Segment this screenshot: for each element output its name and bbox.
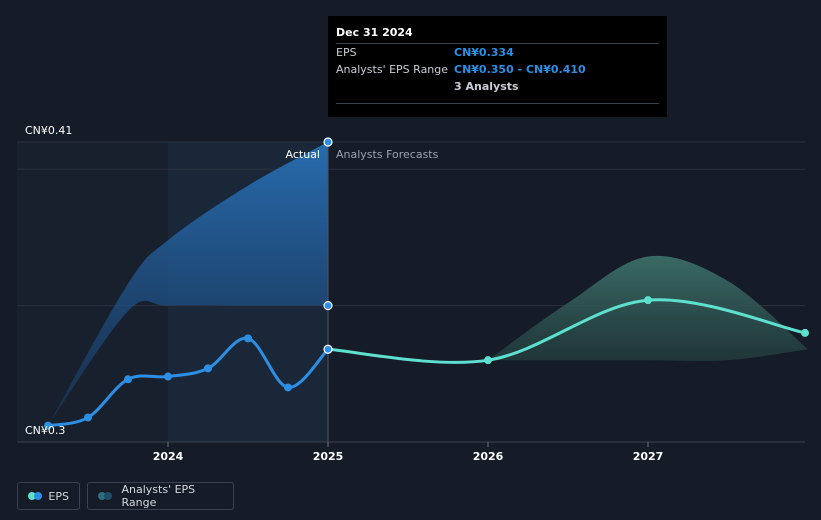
legend-analysts-range[interactable]: Analysts' EPS Range [87, 482, 234, 510]
range-swatch-icon [98, 492, 113, 500]
highlight-point [323, 344, 333, 354]
eps-points [44, 137, 809, 430]
range-past-area [48, 142, 328, 426]
actual-label: Actual [286, 148, 320, 161]
tooltip-eps-row: EPS CN¥0.334 [336, 43, 659, 61]
y-tick-bottom: CN¥0.3 [25, 424, 65, 437]
eps-point [84, 413, 92, 422]
x-tick-label: 2025 [313, 450, 344, 463]
tooltip-range-label: Analysts' EPS Range [336, 63, 449, 76]
tooltip-eps-label: EPS [336, 46, 357, 59]
tooltip-date: Dec 31 2024 [336, 26, 413, 39]
y-tick-top: CN¥0.41 [25, 124, 72, 137]
tooltip-range-value: CN¥0.350 - CN¥0.410 [454, 63, 586, 76]
eps-point [124, 375, 132, 384]
legend-eps[interactable]: EPS [17, 482, 80, 510]
eps-forecast-point [644, 296, 652, 305]
eps-forecast-line [327, 298, 806, 364]
eps-swatch-icon [28, 492, 42, 500]
tooltip: Dec 31 2024 EPS CN¥0.334 Analysts' EPS R… [328, 16, 667, 117]
eps-forecast-point [484, 356, 492, 365]
legend-range-label: Analysts' EPS Range [121, 483, 196, 509]
eps-point [164, 372, 172, 381]
tooltip-analysts-row: 3 Analysts [336, 78, 659, 95]
eps-actual-line [47, 336, 330, 428]
x-axis: 2024 2025 2026 2027 [153, 442, 664, 463]
tooltip-range-row: Analysts' EPS Range CN¥0.350 - CN¥0.410 [336, 61, 659, 78]
forecast-label: Analysts Forecasts [336, 148, 439, 161]
highlight-point [323, 137, 333, 147]
tooltip-eps-value: CN¥0.334 [454, 46, 514, 59]
x-tick-label: 2026 [473, 450, 504, 463]
eps-point [204, 364, 212, 373]
tooltip-analysts: 3 Analysts [454, 80, 519, 93]
tooltip-divider [336, 103, 659, 104]
legend-eps-label: EPS [48, 489, 69, 503]
x-tick-label: 2024 [153, 450, 184, 463]
range-forecast-area [488, 255, 808, 361]
eps-point [284, 383, 292, 392]
highlight-point [323, 301, 333, 311]
eps-forecast-point [801, 328, 809, 337]
x-tick-label: 2027 [633, 450, 664, 463]
eps-point [44, 421, 52, 430]
eps-point [244, 334, 252, 343]
